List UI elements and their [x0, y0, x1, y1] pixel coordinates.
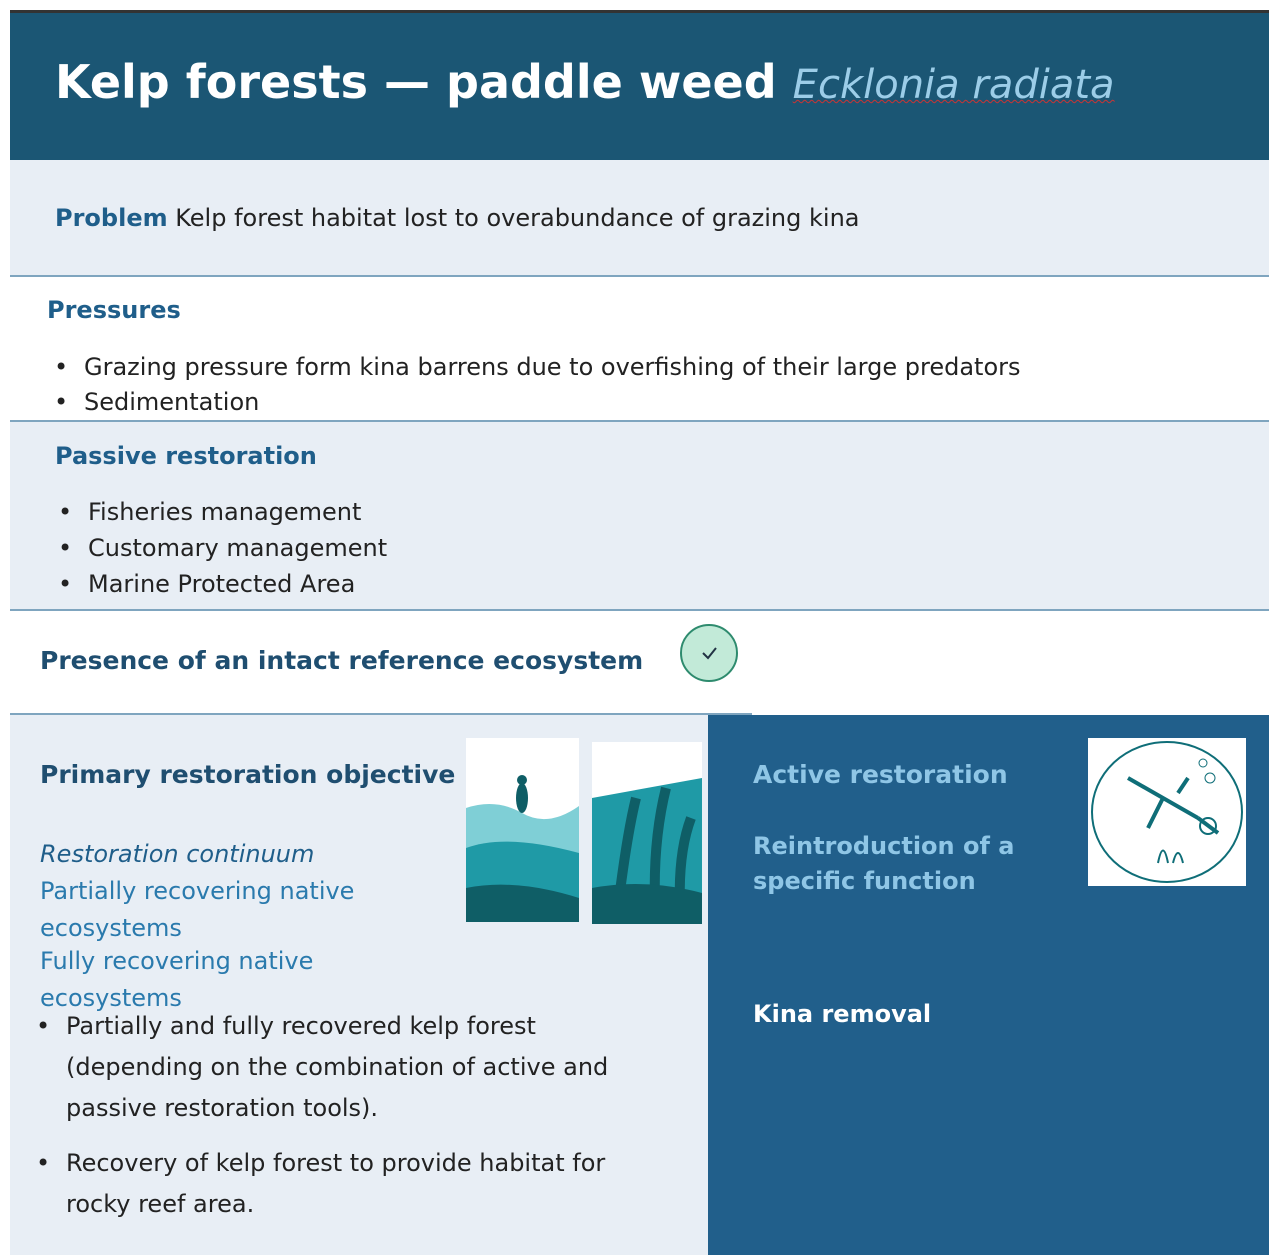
- active-action: Kina removal: [753, 1000, 931, 1028]
- pressures-list: Grazing pressure form kina barrens due t…: [54, 350, 1021, 420]
- page: Kelp forests — paddle weed Ecklonia radi…: [0, 0, 1269, 1255]
- continuum-label: Restoration continuum: [40, 836, 420, 873]
- problem-label: Problem: [55, 204, 168, 232]
- species: Ecklonia radiata: [793, 62, 1115, 108]
- active-subheading: Reintroduction of a specific function: [753, 829, 1053, 899]
- list-item: Recovery of kelp forest to provide habit…: [36, 1143, 656, 1225]
- list-item: Marine Protected Area: [58, 566, 387, 602]
- list-item: Customary management: [58, 530, 387, 566]
- problem: Problem Kelp forest habitat lost to over…: [55, 204, 859, 232]
- illustrations: [466, 738, 702, 924]
- list-item: Partially and fully recovered kelp fores…: [36, 1006, 656, 1129]
- passive-heading: Passive restoration: [55, 442, 317, 470]
- list-item: Grazing pressure form kina barrens due t…: [54, 350, 1021, 385]
- objective-heading: Primary restoration objective: [40, 760, 455, 789]
- continuum: Restoration continuum Partially recoveri…: [40, 836, 420, 1017]
- check-icon: [678, 622, 740, 684]
- reference-text: Presence of an intact reference ecosyste…: [40, 646, 643, 675]
- objective-list: Partially and fully recovered kelp fores…: [36, 1006, 656, 1225]
- list-item: Sedimentation: [54, 385, 1021, 420]
- title: Kelp forests — paddle weed: [55, 55, 777, 109]
- pressures-heading: Pressures: [47, 296, 181, 324]
- problem-text: Kelp forest habitat lost to overabundanc…: [175, 204, 859, 232]
- passive-list: Fisheries management Customary managemen…: [58, 494, 387, 602]
- diver-icon: [1088, 738, 1246, 886]
- list-item: Fisheries management: [58, 494, 387, 530]
- active-heading: Active restoration: [753, 760, 1008, 789]
- continuum-item: Partially recovering native ecosystems: [40, 873, 420, 947]
- header-title: Kelp forests — paddle weed Ecklonia radi…: [55, 55, 1115, 109]
